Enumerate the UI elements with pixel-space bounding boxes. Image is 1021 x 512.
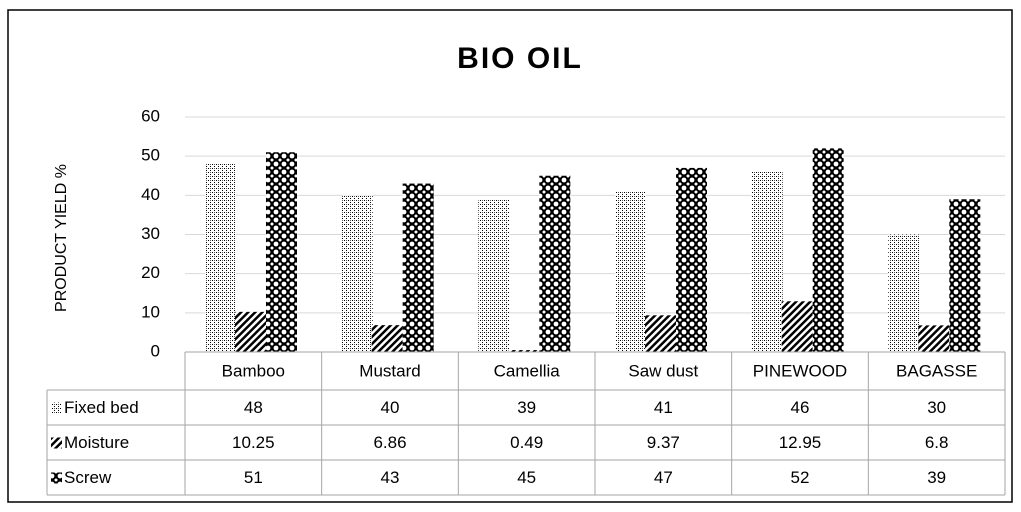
bar — [751, 171, 783, 352]
y-tick-label: 60 — [141, 106, 160, 125]
y-tick-label: 50 — [141, 146, 160, 165]
x-tick-label: BAGASSE — [896, 361, 977, 380]
table-value: 52 — [791, 468, 810, 487]
table-value: 43 — [381, 468, 400, 487]
x-tick-label: Saw dust — [628, 361, 698, 380]
x-tick-label: Camellia — [494, 361, 561, 380]
table-value: 12.95 — [779, 433, 822, 452]
table-value: 6.86 — [373, 433, 406, 452]
legend-label: Fixed bed — [64, 398, 139, 417]
bar — [341, 195, 373, 352]
table-value: 48 — [244, 398, 263, 417]
bar — [478, 199, 510, 352]
table-value: 45 — [517, 468, 536, 487]
bar — [781, 301, 813, 352]
table-value: 10.25 — [232, 433, 275, 452]
y-tick-label: 0 — [151, 341, 160, 360]
bar — [615, 191, 646, 352]
bar — [235, 311, 266, 352]
table-value: 0.49 — [510, 433, 543, 452]
y-axis-label: PRODUCT YIELD % — [53, 164, 70, 312]
legend-swatch — [51, 402, 62, 414]
bar — [676, 167, 707, 352]
bar — [508, 350, 540, 352]
legend-swatch — [51, 472, 62, 484]
table-value: 30 — [927, 398, 946, 417]
x-tick-label: PINEWOOD — [753, 361, 847, 380]
y-tick-label: 20 — [141, 263, 160, 282]
bar — [645, 315, 676, 352]
bar — [888, 234, 920, 352]
table-value: 46 — [791, 398, 810, 417]
y-tick-label: 30 — [141, 224, 160, 243]
table-value: 6.8 — [925, 433, 949, 452]
table-value: 39 — [517, 398, 536, 417]
table-value: 39 — [927, 468, 946, 487]
bar — [402, 183, 434, 352]
chart-title: BIO OIL — [457, 42, 583, 75]
bar — [812, 148, 844, 352]
legend-swatch — [51, 437, 62, 449]
table-value: 47 — [654, 468, 673, 487]
chart-border — [7, 9, 1013, 503]
bar — [539, 175, 571, 352]
y-tick-label: 10 — [141, 302, 160, 321]
legend-label: Moisture — [64, 433, 129, 452]
bar — [949, 199, 981, 352]
table-value: 9.37 — [647, 433, 680, 452]
bar — [266, 152, 297, 352]
x-tick-label: Bamboo — [222, 361, 285, 380]
bar — [205, 164, 236, 352]
bar — [371, 325, 403, 352]
bar — [918, 325, 950, 352]
table-value: 51 — [244, 468, 263, 487]
table-value: 40 — [381, 398, 400, 417]
x-tick-label: Mustard — [359, 361, 420, 380]
table-value: 41 — [654, 398, 673, 417]
legend-label: Screw — [64, 468, 112, 487]
y-tick-label: 40 — [141, 185, 160, 204]
